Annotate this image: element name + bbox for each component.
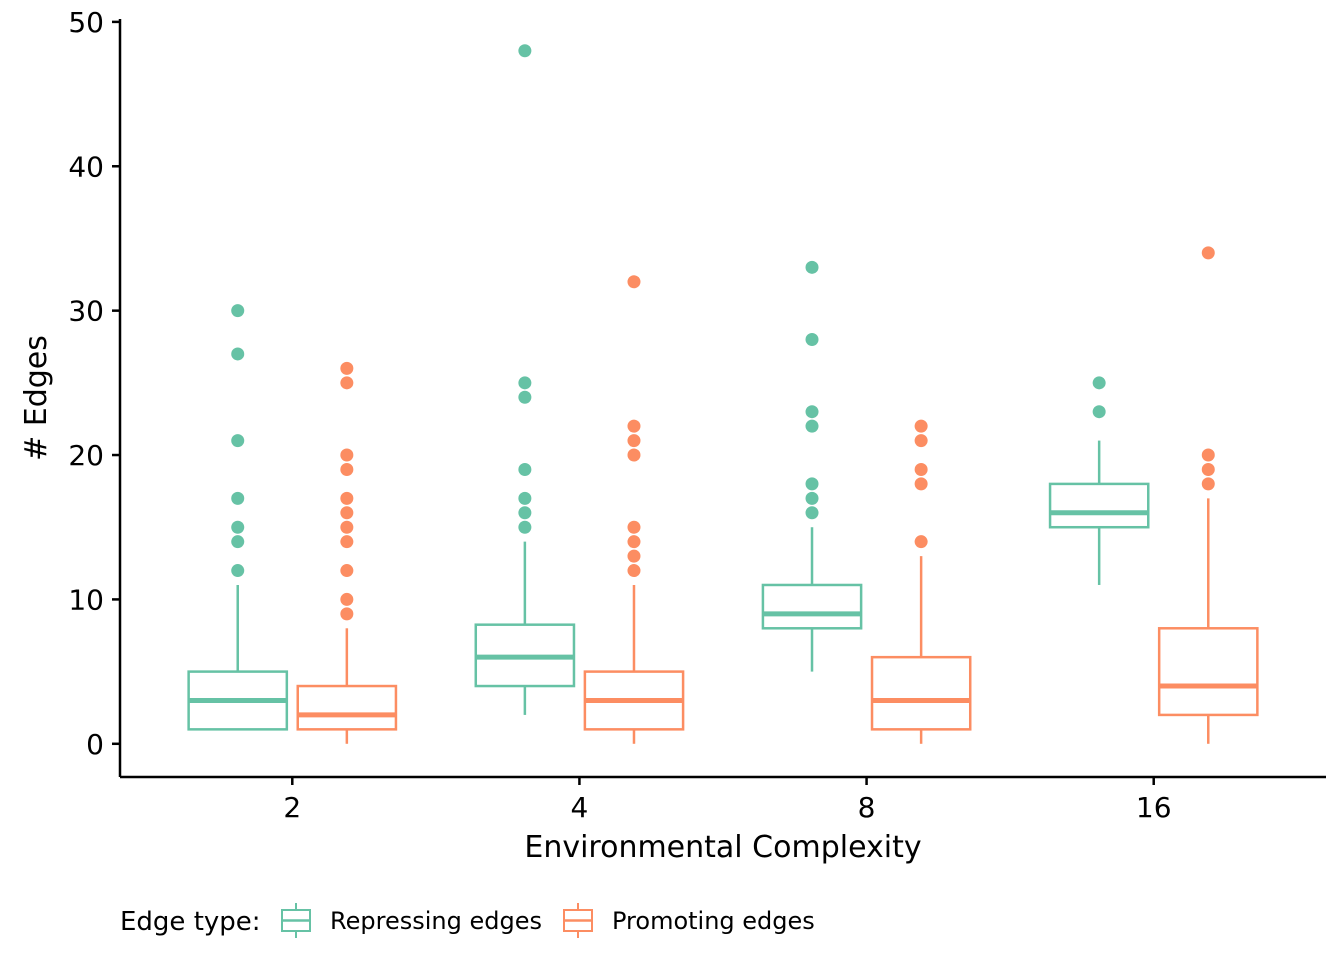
box-repressing-16 <box>1048 376 1150 585</box>
outlier-point <box>627 275 641 289</box>
outlier-point <box>231 434 245 448</box>
outlier-point <box>231 491 245 505</box>
outlier-point <box>805 333 819 347</box>
box-promoting-4 <box>583 275 685 744</box>
outlier-point <box>627 419 641 433</box>
outlier-point <box>340 361 354 375</box>
outlier-point <box>805 477 819 491</box>
y-tick-label: 30 <box>68 295 104 328</box>
x-ticks: 2 4 8 16 <box>283 777 1172 824</box>
y-tick-label: 20 <box>68 439 104 472</box>
legend-items: Repressing edges Promoting edges <box>281 903 815 938</box>
iqr-box <box>1048 482 1150 529</box>
outlier-point <box>627 549 641 563</box>
outlier-point <box>805 491 819 505</box>
outlier-point <box>340 491 354 505</box>
box-repressing-8 <box>761 260 863 672</box>
outlier-point <box>805 260 819 274</box>
y-ticks: 0 10 20 30 40 50 <box>68 6 120 761</box>
x-tick-label: 2 <box>283 791 301 824</box>
outlier-point <box>231 520 245 534</box>
y-tick-label: 40 <box>68 150 104 183</box>
x-tick-label: 8 <box>858 791 876 824</box>
outlier-point <box>231 564 245 578</box>
outlier-point <box>1201 462 1215 476</box>
legend-item-repressing: Repressing edges <box>281 903 542 938</box>
box-promoting-16 <box>1157 246 1259 744</box>
plot-area <box>187 44 1259 744</box>
iqr-box <box>296 684 398 731</box>
outlier-point <box>518 520 532 534</box>
outlier-point <box>805 405 819 419</box>
outlier-point <box>1201 477 1215 491</box>
outlier-point <box>627 434 641 448</box>
legend-item-promoting: Promoting edges <box>563 903 815 938</box>
box-promoting-2 <box>296 361 398 744</box>
outlier-point <box>518 44 532 58</box>
box-promoting-8 <box>870 419 972 744</box>
legend: Edge type: Repressing edges Promoting edg… <box>120 903 815 938</box>
outlier-point <box>518 376 532 390</box>
x-axis-title: Environmental Complexity <box>524 830 921 865</box>
outlier-point <box>627 520 641 534</box>
box-repressing-4 <box>474 44 576 715</box>
y-tick-label: 50 <box>68 6 104 39</box>
iqr-box <box>870 655 972 731</box>
outlier-point <box>340 535 354 549</box>
outlier-point <box>1201 448 1215 462</box>
legend-label: Repressing edges <box>330 907 542 935</box>
legend-key-boxplot-icon <box>563 903 593 938</box>
outlier-point <box>231 535 245 549</box>
outlier-point <box>914 535 928 549</box>
outlier-point <box>340 607 354 621</box>
box-repressing-2 <box>187 304 289 731</box>
outlier-point <box>518 506 532 520</box>
outlier-point <box>340 520 354 534</box>
legend-key-boxplot-icon <box>281 903 311 938</box>
x-tick-label: 16 <box>1136 791 1172 824</box>
outlier-point <box>340 592 354 606</box>
iqr-box <box>761 583 863 630</box>
outlier-point <box>340 376 354 390</box>
outlier-point <box>231 304 245 318</box>
outlier-point <box>1092 376 1106 390</box>
outlier-point <box>914 462 928 476</box>
outlier-point <box>340 462 354 476</box>
outlier-point <box>627 448 641 462</box>
outlier-point <box>914 477 928 491</box>
outlier-point <box>914 419 928 433</box>
outlier-point <box>518 390 532 404</box>
y-axis-title: # Edges <box>19 335 54 461</box>
outlier-point <box>627 564 641 578</box>
outlier-point <box>518 491 532 505</box>
iqr-box <box>1157 627 1259 717</box>
axes: 0 10 20 30 40 50 2 4 8 16 Environmental Complexi… <box>19 6 1326 865</box>
y-tick-label: 0 <box>86 728 104 761</box>
x-tick-label: 4 <box>571 791 589 824</box>
outlier-point <box>805 419 819 433</box>
outlier-point <box>518 462 532 476</box>
outlier-point <box>805 506 819 520</box>
outlier-point <box>340 506 354 520</box>
outlier-point <box>231 347 245 361</box>
outlier-point <box>340 448 354 462</box>
outlier-point <box>1092 405 1106 419</box>
y-tick-label: 10 <box>68 583 104 616</box>
legend-title: Edge type: <box>120 907 261 937</box>
outlier-point <box>1201 246 1215 260</box>
legend-label: Promoting edges <box>612 907 815 935</box>
outlier-point <box>914 434 928 448</box>
outlier-point <box>627 535 641 549</box>
outlier-point <box>340 564 354 578</box>
